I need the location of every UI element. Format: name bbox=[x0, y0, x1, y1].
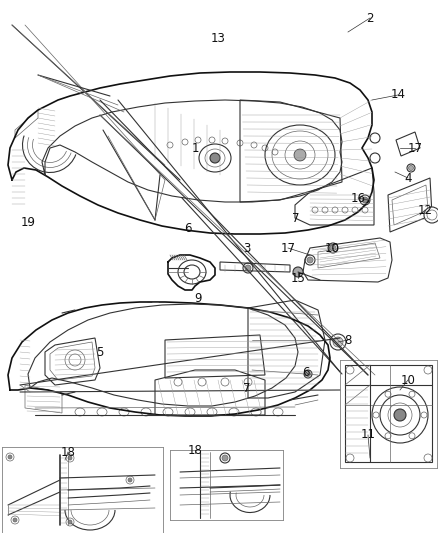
Ellipse shape bbox=[293, 267, 303, 277]
Text: 7: 7 bbox=[243, 382, 251, 394]
Ellipse shape bbox=[409, 166, 413, 171]
Text: 16: 16 bbox=[350, 191, 365, 205]
Ellipse shape bbox=[394, 409, 406, 421]
Text: 6: 6 bbox=[184, 222, 192, 235]
Text: 8: 8 bbox=[344, 334, 352, 346]
Ellipse shape bbox=[8, 455, 12, 459]
Text: 10: 10 bbox=[325, 241, 339, 254]
Text: 4: 4 bbox=[404, 172, 412, 184]
Ellipse shape bbox=[427, 210, 437, 220]
Ellipse shape bbox=[210, 153, 220, 163]
Ellipse shape bbox=[245, 265, 251, 271]
Ellipse shape bbox=[307, 257, 313, 263]
Ellipse shape bbox=[13, 518, 17, 522]
Text: 18: 18 bbox=[60, 446, 75, 458]
Ellipse shape bbox=[222, 455, 228, 461]
Ellipse shape bbox=[333, 337, 343, 347]
Text: 12: 12 bbox=[417, 204, 432, 216]
Text: 5: 5 bbox=[96, 345, 104, 359]
Ellipse shape bbox=[128, 478, 132, 482]
Text: 2: 2 bbox=[366, 12, 374, 25]
Text: 15: 15 bbox=[290, 271, 305, 285]
Ellipse shape bbox=[305, 372, 311, 376]
Text: 10: 10 bbox=[401, 374, 415, 386]
Ellipse shape bbox=[68, 520, 72, 524]
Ellipse shape bbox=[362, 197, 368, 203]
Text: 3: 3 bbox=[244, 241, 251, 254]
Text: 14: 14 bbox=[391, 88, 406, 101]
Text: 9: 9 bbox=[194, 292, 202, 304]
Text: 18: 18 bbox=[187, 443, 202, 456]
Text: 19: 19 bbox=[21, 215, 35, 229]
Ellipse shape bbox=[330, 245, 336, 251]
Text: 6: 6 bbox=[302, 366, 310, 378]
Text: 1: 1 bbox=[191, 141, 199, 155]
Text: 17: 17 bbox=[280, 241, 296, 254]
Text: 7: 7 bbox=[292, 212, 300, 224]
Text: 11: 11 bbox=[360, 429, 375, 441]
Ellipse shape bbox=[68, 456, 72, 460]
Ellipse shape bbox=[294, 149, 306, 161]
Ellipse shape bbox=[424, 207, 438, 223]
Text: 13: 13 bbox=[211, 31, 226, 44]
Text: 17: 17 bbox=[407, 141, 423, 155]
